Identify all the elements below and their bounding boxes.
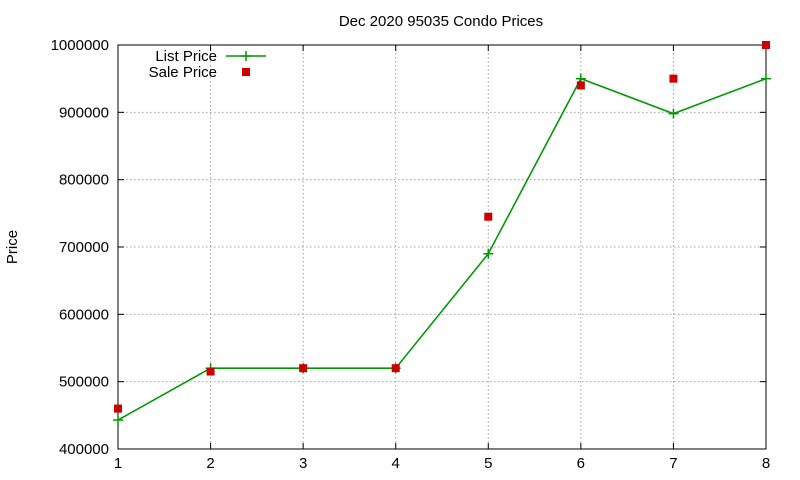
legend-marker-list-price: [241, 51, 251, 61]
x-tick-label: 5: [484, 455, 492, 472]
x-tick-label: 7: [669, 455, 677, 472]
y-tick-label: 900000: [59, 104, 109, 121]
axis-ticks: 400000 500000 600000 700000 800000 900000 1000…: [51, 37, 771, 472]
x-tick-label: 4: [392, 455, 400, 472]
list-price-point: [668, 108, 679, 119]
x-tick-label: 2: [206, 455, 214, 472]
sale-price-point: [484, 212, 493, 221]
list-price-point: [761, 73, 771, 84]
chart-title: Dec 2020 95035 Condo Prices: [339, 13, 543, 30]
plot-frame: [117, 44, 767, 450]
x-tick-label: 6: [577, 455, 585, 472]
x-tick-label: 8: [762, 455, 770, 472]
sale-price-point: [299, 364, 308, 373]
legend: List Price Sale Price: [149, 48, 266, 81]
legend-label-list-price: List Price: [155, 48, 217, 65]
y-tick-label: 400000: [59, 441, 109, 458]
legend-label-sale-price: Sale Price: [149, 64, 217, 81]
sale-price-point: [669, 74, 678, 83]
legend-sample-list-price: [226, 51, 266, 61]
sale-price-point: [206, 367, 215, 376]
list-price-point: [113, 415, 123, 426]
sale-price-point: [762, 41, 770, 49]
list-price-line: [117, 77, 767, 421]
y-tick-label: 700000: [59, 239, 109, 256]
y-axis-label: Price: [4, 230, 21, 264]
x-tick-label: 1: [114, 455, 122, 472]
y-tick-label: 500000: [59, 374, 109, 391]
legend-sample-sale-price: [242, 68, 250, 76]
grid: [118, 45, 766, 449]
legend-marker-sale-price: [242, 68, 250, 76]
sale-price-point: [391, 364, 400, 373]
series-layer: [113, 41, 771, 426]
y-tick-label: 600000: [59, 306, 109, 323]
sale-price-point: [114, 404, 122, 413]
y-tick-label: 1000000: [51, 37, 109, 54]
y-tick-label: 800000: [59, 172, 109, 189]
x-tick-label: 3: [299, 455, 307, 472]
sale-price-point: [576, 81, 585, 90]
list-price-point: [483, 248, 494, 259]
